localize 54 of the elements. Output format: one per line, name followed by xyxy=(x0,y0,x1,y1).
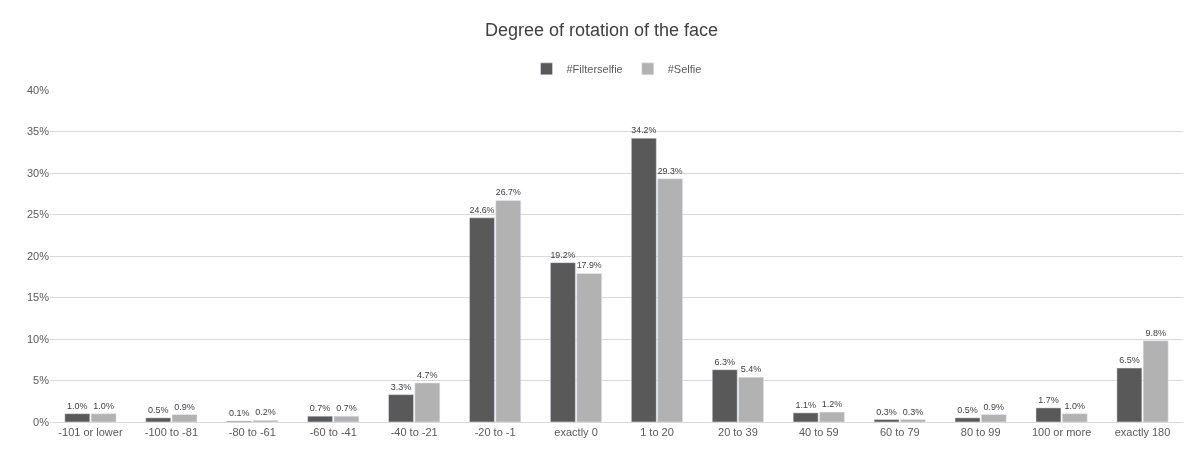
x-tick-label: -20 to -1 xyxy=(474,426,516,439)
x-tick-label: 1 to 20 xyxy=(640,426,674,439)
data-label: 26.7% xyxy=(495,187,521,198)
y-tick-label: 0% xyxy=(33,415,50,428)
data-label: 0.5% xyxy=(957,404,978,415)
data-label: 4.7% xyxy=(417,369,438,380)
data-label: 6.3% xyxy=(714,356,735,367)
data-label: 0.7% xyxy=(336,403,357,414)
x-tick-label: -101 or lower xyxy=(58,426,123,439)
data-label: 1.1% xyxy=(795,399,816,410)
data-label: 6.5% xyxy=(1119,355,1140,366)
y-tick-label: 5% xyxy=(33,374,50,387)
x-tick-label: exactly 180 xyxy=(1114,426,1171,439)
x-tick-label: -100 to -81 xyxy=(144,426,198,439)
legend-label: #Filterselfie xyxy=(566,63,623,76)
data-label: 0.9% xyxy=(174,401,195,412)
x-tick-label: 80 to 99 xyxy=(960,426,1001,439)
data-label: 1.7% xyxy=(1038,394,1059,405)
data-label: 0.3% xyxy=(902,406,924,417)
data-label: 5.4% xyxy=(740,364,762,375)
data-label: 0.3% xyxy=(876,406,897,417)
y-tick-label: 15% xyxy=(26,291,50,304)
data-label: 29.3% xyxy=(657,165,683,176)
x-tick-label: 40 to 59 xyxy=(798,426,839,439)
data-label: 0.5% xyxy=(147,404,169,415)
data-label: 0.2% xyxy=(255,407,276,418)
x-tick-label: 100 or more xyxy=(1031,426,1092,439)
data-label: 34.2% xyxy=(631,125,657,136)
y-tick-label: 25% xyxy=(26,208,50,221)
chart-title: Degree of rotation of the face xyxy=(484,20,719,41)
data-label: 1.2% xyxy=(821,399,843,410)
x-tick-label: -80 to -61 xyxy=(228,426,276,439)
data-label: 3.3% xyxy=(390,381,412,392)
data-label: 1.0% xyxy=(93,400,114,411)
y-tick-label: 35% xyxy=(26,125,50,138)
legend-label: #Selfie xyxy=(667,63,702,76)
data-label: 17.9% xyxy=(576,260,602,271)
data-label: 1.0% xyxy=(67,400,88,411)
x-tick-label: -60 to -41 xyxy=(309,426,357,439)
data-label: 19.2% xyxy=(550,249,576,260)
y-tick-label: 10% xyxy=(26,332,50,345)
x-tick-label: -40 to -21 xyxy=(390,426,438,439)
data-label: 1.0% xyxy=(1064,400,1086,411)
data-label: 24.6% xyxy=(469,204,495,215)
data-label: 0.7% xyxy=(309,403,331,414)
data-label: 9.8% xyxy=(1145,327,1166,338)
y-tick-label: 40% xyxy=(26,83,50,96)
data-label: 0.9% xyxy=(983,401,1005,412)
y-tick-label: 20% xyxy=(26,249,50,262)
x-tick-label: exactly 0 xyxy=(554,426,598,439)
x-tick-label: 20 to 39 xyxy=(718,426,758,439)
data-label: 0.1% xyxy=(228,408,250,419)
y-tick-label: 30% xyxy=(26,166,50,179)
x-tick-label: 60 to 79 xyxy=(879,426,920,439)
